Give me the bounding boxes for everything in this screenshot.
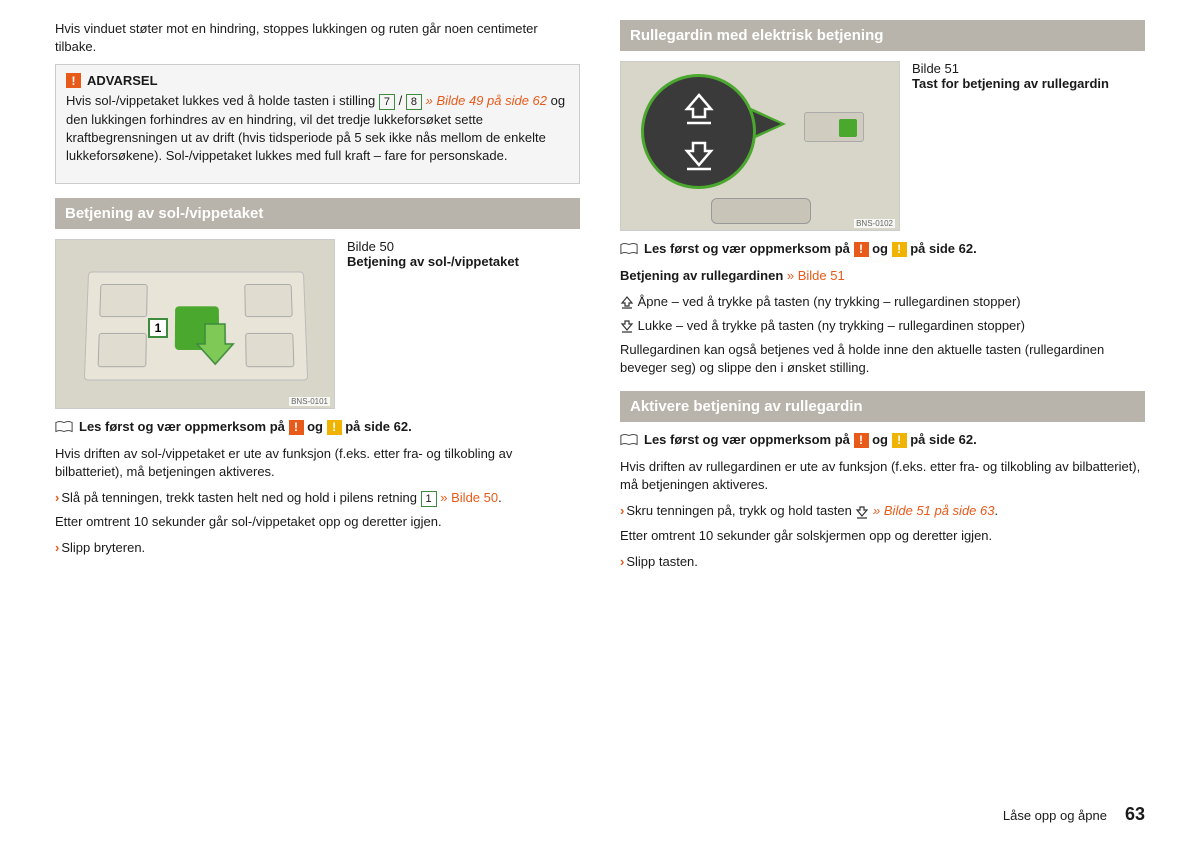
close-down-icon: [679, 137, 719, 173]
caution-icon: !: [892, 242, 907, 257]
left-column: Hvis vinduet støter mot en hindring, sto…: [55, 20, 580, 577]
right-column: Rullegardin med elektrisk betjening: [620, 20, 1145, 577]
warning-label: ADVARSEL: [87, 73, 158, 88]
figure-51-caption: Bilde 51 Tast for betjening av rullegard…: [912, 61, 1109, 91]
warning-icon: !: [66, 73, 81, 88]
warning-icon: !: [854, 433, 869, 448]
figure-50-code: BNS-0101: [289, 397, 330, 406]
section-header-blind: Rullegardin med elektrisk betjening: [620, 20, 1145, 51]
section-header-sunroof: Betjening av sol-/vippetaket: [55, 198, 580, 229]
step-1: ›Skru tenningen på, trykk og hold tasten…: [620, 502, 1145, 520]
mirror-icon: [711, 198, 811, 224]
intro-paragraph: Hvis vinduet støter mot en hindring, sto…: [55, 20, 580, 56]
page-number: 63: [1125, 804, 1145, 825]
paragraph: Rullegardinen kan også betjenes ved å ho…: [620, 341, 1145, 377]
ref-bilde-51b: » Bilde 51 på side 63: [869, 503, 994, 518]
ref-bilde-49: » Bilde 49 på side 62: [422, 93, 547, 108]
step-1: ›Slå på tenningen, trekk tasten helt ned…: [55, 489, 580, 507]
warning-icon: !: [854, 242, 869, 257]
open-up-icon: [679, 91, 719, 127]
warning-text: Hvis sol-/vippetaket lukkes ved å holde …: [66, 92, 569, 165]
caution-icon: !: [327, 420, 342, 435]
paragraph: Etter omtrent 10 sekunder går sol-/vippe…: [55, 513, 580, 531]
chevron-icon: ›: [620, 554, 624, 569]
ref-bilde-50: » Bilde 50: [437, 490, 498, 505]
figure-50-caption: Bilde 50 Betjening av sol-/vippetaket: [347, 239, 519, 269]
close-down-icon: [620, 319, 634, 333]
warning-icon: !: [289, 420, 304, 435]
figure-50-image: 1 BNS-0101: [55, 239, 335, 409]
warning-box: ! ADVARSEL Hvis sol-/vippetaket lukkes v…: [55, 64, 580, 184]
read-first-note-3: Les først og vær oppmerksom på ! og ! på…: [620, 432, 1145, 448]
page-footer: Låse opp og åpne 63: [1003, 804, 1145, 825]
close-instruction: Lukke – ved å trykke på tasten (ny trykk…: [620, 317, 1145, 335]
figure-marker-1: 1: [148, 318, 168, 338]
figure-50-block: 1 BNS-0101 Bilde 50 Betjening av sol-/vi…: [55, 239, 580, 409]
figure-51-image: BNS-0102: [620, 61, 900, 231]
open-up-icon: [620, 295, 634, 309]
arrow-down-icon: [195, 319, 236, 369]
open-instruction: Åpne – ved å trykke på tasten (ny trykki…: [620, 293, 1145, 311]
book-icon: [620, 242, 638, 256]
warning-header: ! ADVARSEL: [66, 73, 569, 88]
figure-51-block: BNS-0102 Bilde 51 Tast for betjening av …: [620, 61, 1145, 231]
figure-51-code: BNS-0102: [854, 219, 895, 228]
callout-bubble: [641, 74, 756, 189]
caution-icon: !: [892, 433, 907, 448]
step-2: ›Slipp bryteren.: [55, 539, 580, 557]
read-first-note-2: Les først og vær oppmerksom på ! og ! på…: [620, 241, 1145, 257]
footer-section-name: Låse opp og åpne: [1003, 808, 1107, 823]
ref-bilde-51: » Bilde 51: [787, 268, 845, 283]
book-icon: [55, 420, 73, 434]
key-8: 8: [406, 94, 422, 110]
subheading: Betjening av rullegardinen » Bilde 51: [620, 267, 1145, 285]
paragraph: Hvis driften av rullegardinen er ute av …: [620, 458, 1145, 494]
paragraph: Hvis driften av sol-/vippetaket er ute a…: [55, 445, 580, 481]
key-7: 7: [379, 94, 395, 110]
read-first-note-1: Les først og vær oppmerksom på ! og ! på…: [55, 419, 580, 435]
chevron-icon: ›: [620, 503, 624, 518]
key-1: 1: [421, 491, 437, 507]
blind-control-icon: [804, 112, 864, 142]
paragraph: Etter omtrent 10 sekunder går solskjerme…: [620, 527, 1145, 545]
section-header-activate-blind: Aktivere betjening av rullegardin: [620, 391, 1145, 422]
step-2: ›Slipp tasten.: [620, 553, 1145, 571]
chevron-icon: ›: [55, 490, 59, 505]
chevron-icon: ›: [55, 540, 59, 555]
close-down-icon: [855, 505, 869, 519]
book-icon: [620, 433, 638, 447]
